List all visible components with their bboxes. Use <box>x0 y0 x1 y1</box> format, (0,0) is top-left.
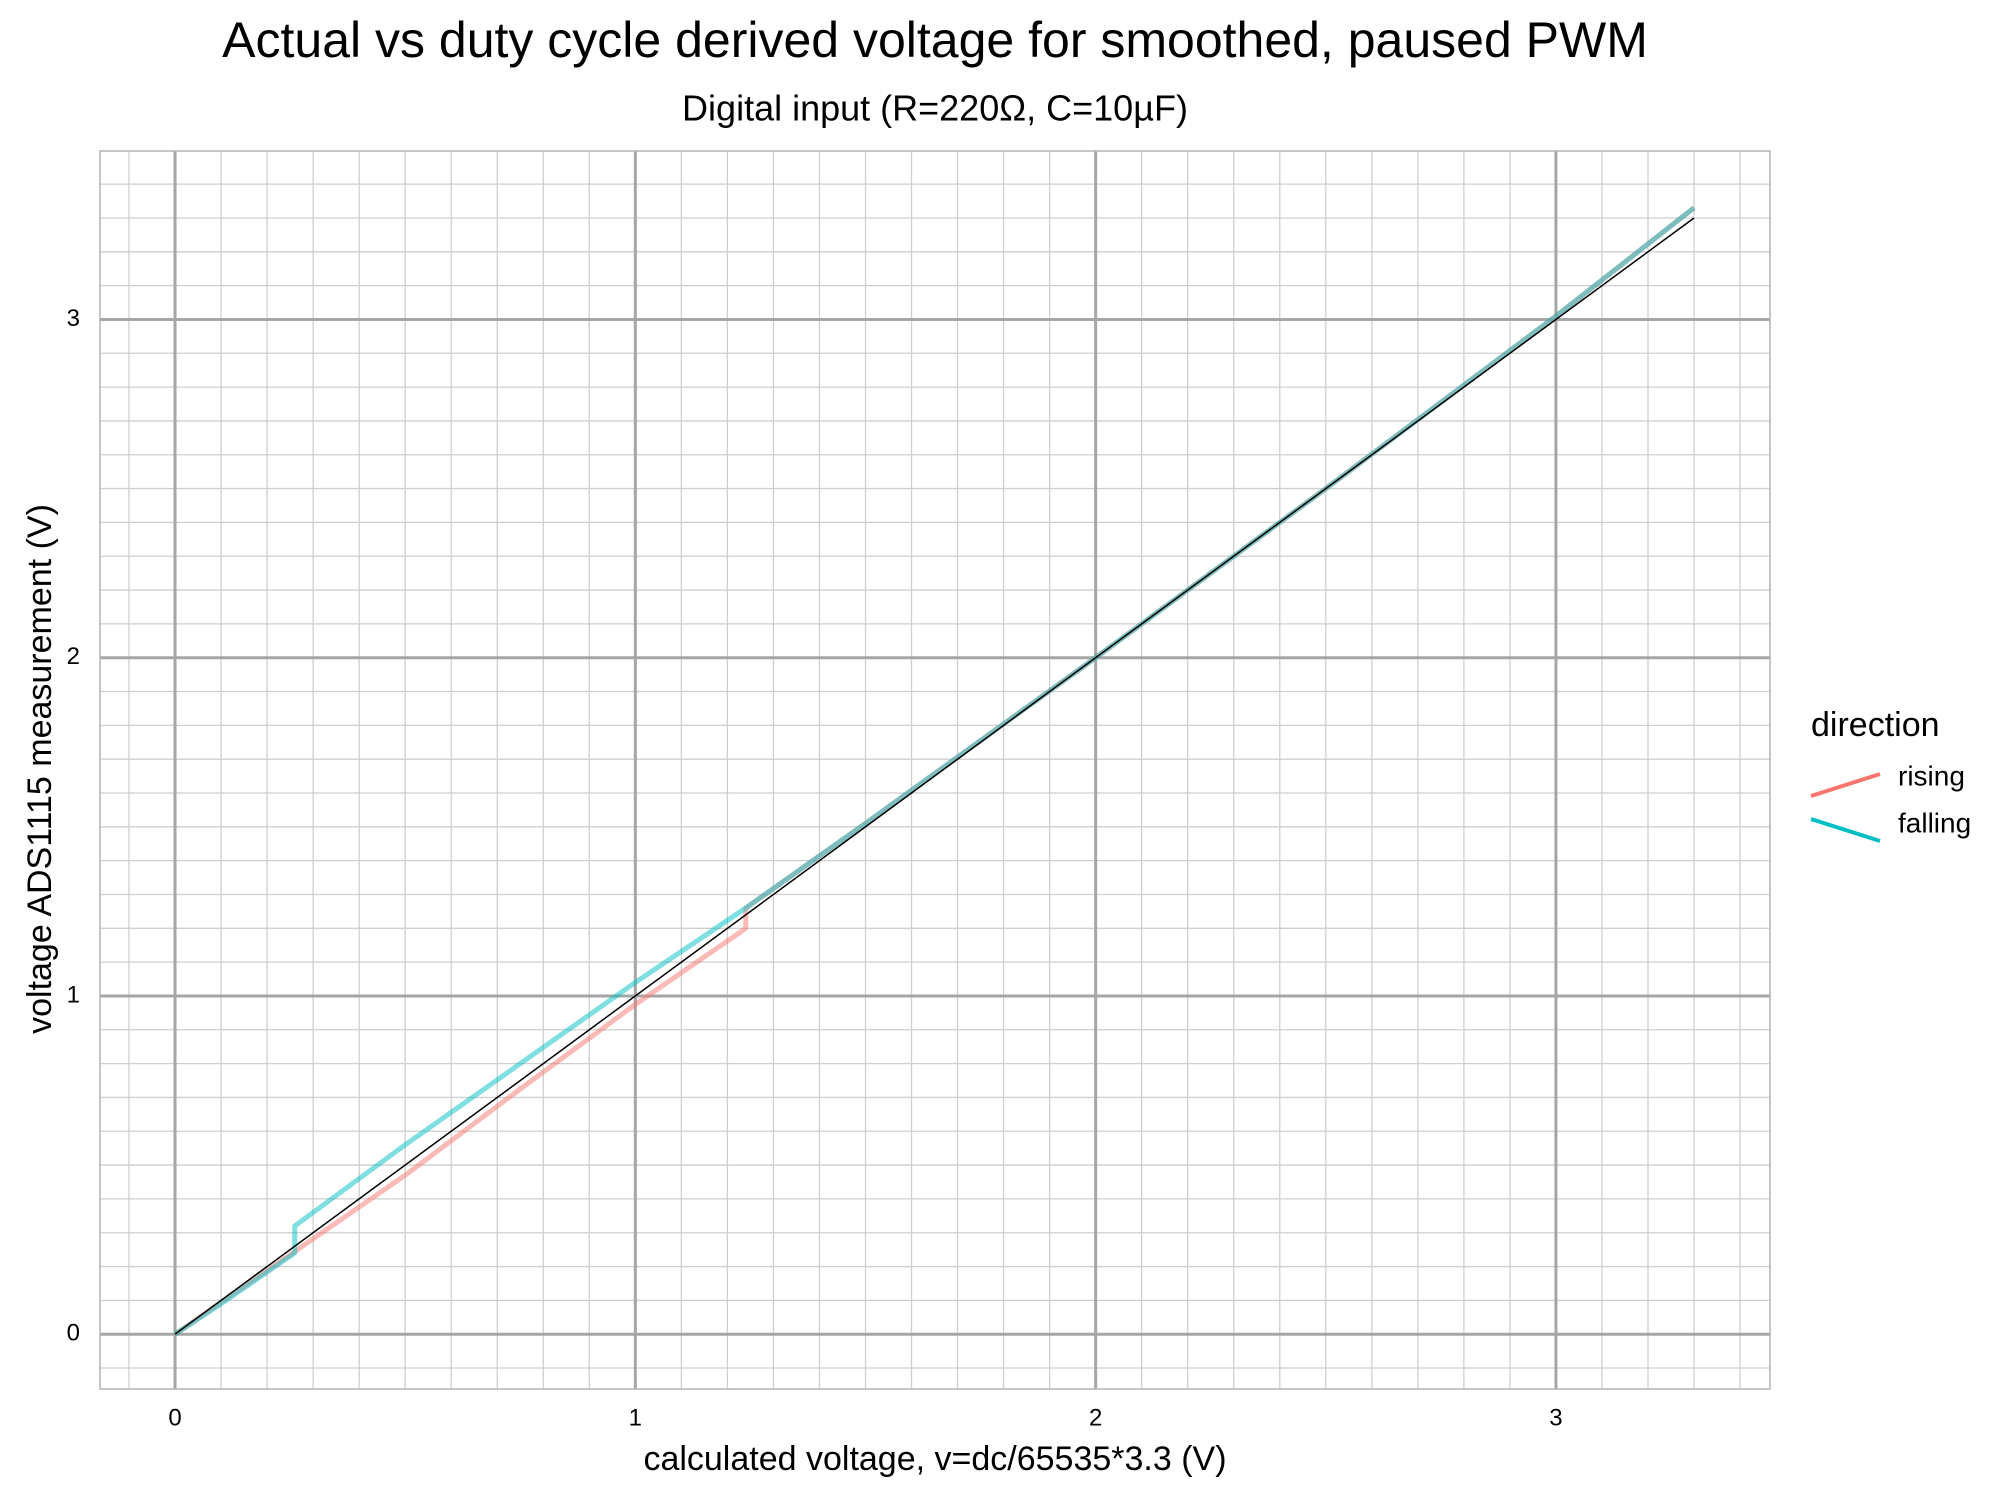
x-tick-label: 0 <box>168 1404 181 1431</box>
chart-subtitle: Digital input (R=220Ω, C=10µF) <box>682 88 1188 129</box>
y-tick-label: 1 <box>67 981 80 1008</box>
legend-title: direction <box>1811 706 1940 744</box>
legend-label: falling <box>1898 807 1971 838</box>
chart-title: Actual vs duty cycle derived voltage for… <box>222 12 1648 68</box>
legend-key <box>1810 817 1881 843</box>
y-tick-label: 3 <box>67 305 80 332</box>
y-tick-label: 0 <box>67 1320 80 1347</box>
reference-line <box>174 217 1695 1335</box>
y-tick-label: 2 <box>67 643 80 670</box>
x-tick-label: 1 <box>629 1404 642 1431</box>
panel-border <box>99 150 1771 1390</box>
y-axis-label: voltage ADS1115 measurement (V) <box>21 504 59 1034</box>
legend-label: rising <box>1898 760 1965 791</box>
x-axis-label: calculated voltage, v=dc/65535*3.3 (V) <box>643 1440 1226 1478</box>
x-tick-label: 3 <box>1549 1404 1562 1431</box>
x-tick-label: 2 <box>1089 1404 1102 1431</box>
legend-key <box>1810 772 1881 798</box>
